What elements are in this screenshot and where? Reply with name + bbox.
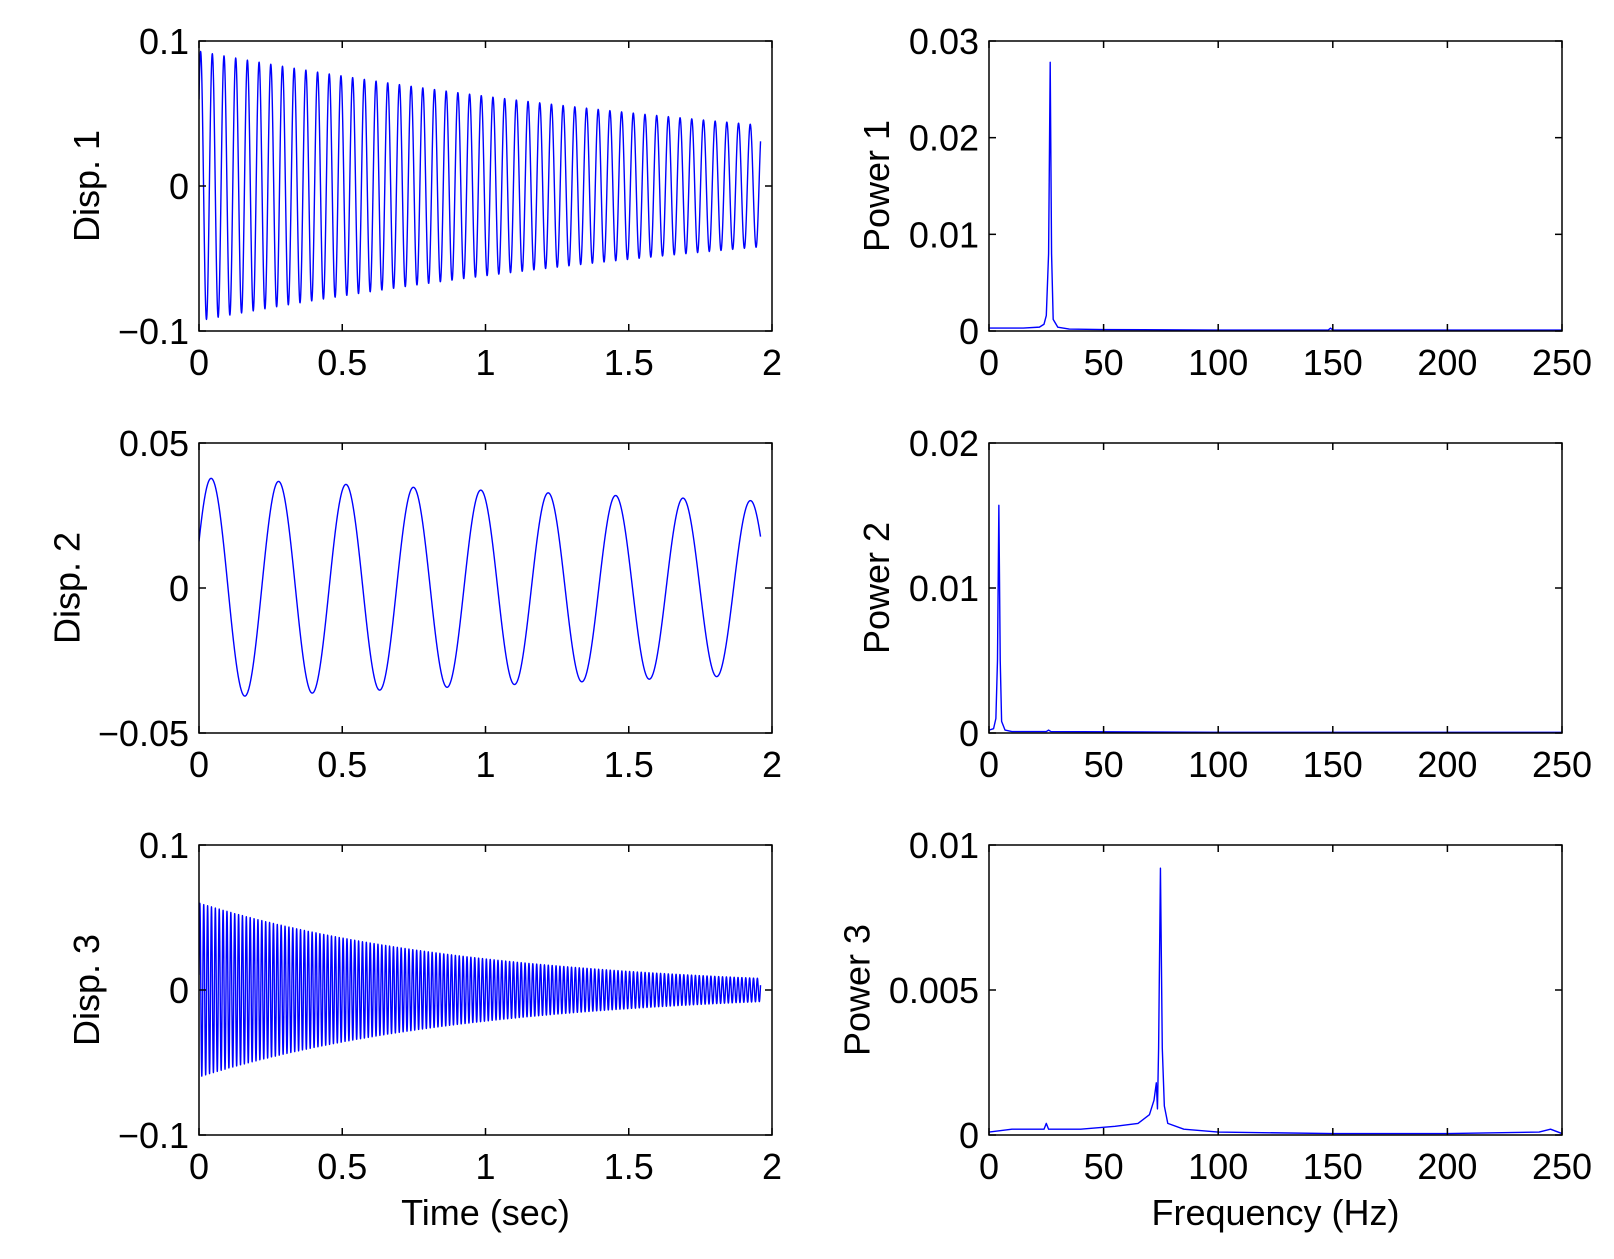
panel-power1: 0 50 100 150 200 250 0 0.01 0.02 0.03 Power 1 xyxy=(856,21,1592,383)
x-tick-label: 0 xyxy=(189,1146,209,1187)
y-axis-label: Power 3 xyxy=(837,924,878,1056)
x-axis-label: Time (sec) xyxy=(401,1192,570,1233)
x-tick-label: 150 xyxy=(1303,744,1363,785)
x-tick-label: 150 xyxy=(1303,342,1363,383)
y-tick-label: 0.05 xyxy=(119,423,189,464)
x-tick-label: 1 xyxy=(475,342,495,383)
x-tick-label: 50 xyxy=(1084,1146,1124,1187)
x-tick-label: 1 xyxy=(475,1146,495,1187)
x-tick-label: 2 xyxy=(762,342,782,383)
y-axis-label: Disp. 1 xyxy=(66,130,107,242)
series-line-power2 xyxy=(989,504,1562,733)
x-tick-label: 50 xyxy=(1084,744,1124,785)
x-tick-label: 1.5 xyxy=(604,1146,654,1187)
x-tick-label: 250 xyxy=(1532,342,1592,383)
y-tick-label: 0.01 xyxy=(909,825,979,866)
y-tick-label: −0.1 xyxy=(118,1115,189,1156)
y-tick-label: 0.02 xyxy=(909,423,979,464)
y-tick-label: −0.1 xyxy=(118,311,189,352)
series-line-disp3 xyxy=(199,902,762,1077)
x-tick-label: 100 xyxy=(1188,744,1248,785)
y-tick-label: 0 xyxy=(169,970,189,1011)
y-tick-label: 0.01 xyxy=(909,214,979,255)
y-tick-label: 0.02 xyxy=(909,118,979,159)
y-tick-label: 0 xyxy=(169,166,189,207)
x-tick-label: 0 xyxy=(979,342,999,383)
x-tick-label: 250 xyxy=(1532,1146,1592,1187)
y-tick-label: 0 xyxy=(959,713,979,754)
x-tick-label: 0 xyxy=(189,744,209,785)
x-tick-label: 200 xyxy=(1417,1146,1477,1187)
x-tick-label: 100 xyxy=(1188,342,1248,383)
x-tick-label: 1.5 xyxy=(604,744,654,785)
y-axis-label: Power 2 xyxy=(856,522,897,654)
x-tick-label: 1.5 xyxy=(604,342,654,383)
y-tick-label: 0.1 xyxy=(139,825,189,866)
y-tick-label: 0 xyxy=(959,1115,979,1156)
panel-power3: 0 50 100 150 200 250 0 0.005 0.01 Power 3 Frequenc… xyxy=(837,825,1593,1233)
y-tick-label: 0.03 xyxy=(909,21,979,62)
y-axis-label: Disp. 2 xyxy=(47,532,88,644)
x-tick-label: 250 xyxy=(1532,744,1592,785)
x-tick-label: 0.5 xyxy=(317,342,367,383)
series-line-power1 xyxy=(989,61,1562,331)
x-tick-label: 1 xyxy=(475,744,495,785)
x-tick-label: 0.5 xyxy=(317,744,367,785)
y-axis-label: Disp. 3 xyxy=(66,934,107,1046)
y-axis-label: Power 1 xyxy=(856,120,897,252)
axes-frame xyxy=(988,40,1563,332)
x-tick-label: 200 xyxy=(1417,744,1477,785)
panel-power2: 0 50 100 150 200 250 0 0.01 0.02 Power 2 xyxy=(856,423,1592,785)
series-line-disp1 xyxy=(199,50,762,321)
x-tick-label: 150 xyxy=(1303,1146,1363,1187)
x-axis-label: Frequency (Hz) xyxy=(1151,1192,1399,1233)
x-tick-label: 50 xyxy=(1084,342,1124,383)
x-tick-label: 0 xyxy=(979,1146,999,1187)
y-tick-label: 0.01 xyxy=(909,568,979,609)
y-tick-label: 0 xyxy=(169,568,189,609)
axes-frame xyxy=(988,844,1563,1136)
x-tick-label: 200 xyxy=(1417,342,1477,383)
x-tick-label: 0 xyxy=(979,744,999,785)
y-tick-label: −0.05 xyxy=(98,713,189,754)
axes-frame xyxy=(198,442,773,734)
x-tick-label: 0.5 xyxy=(317,1146,367,1187)
axes-frame xyxy=(988,442,1563,734)
y-tick-label: 0.005 xyxy=(889,970,979,1011)
series-line-disp2 xyxy=(199,477,762,697)
y-tick-label: 0.1 xyxy=(139,21,189,62)
x-tick-label: 0 xyxy=(189,342,209,383)
y-tick-label: 0 xyxy=(959,311,979,352)
x-tick-label: 2 xyxy=(762,1146,782,1187)
x-tick-label: 2 xyxy=(762,744,782,785)
series-line-power3 xyxy=(989,867,1562,1135)
x-tick-label: 100 xyxy=(1188,1146,1248,1187)
